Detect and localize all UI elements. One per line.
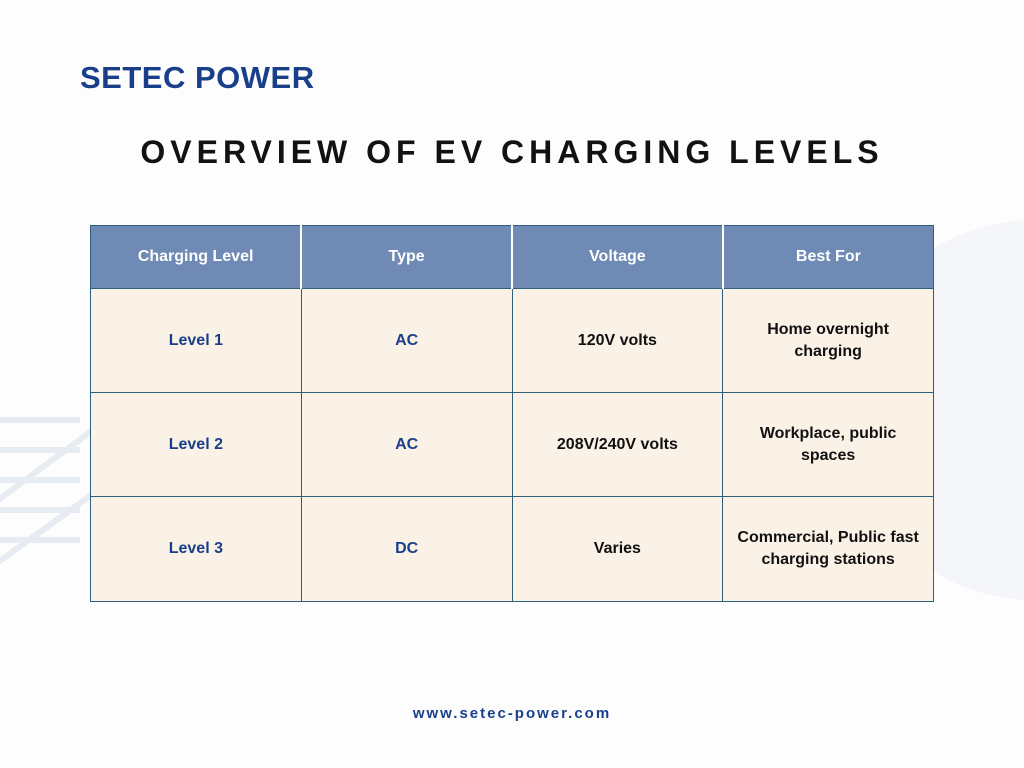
cell-best-for: Commercial, Public fast charging station…: [723, 497, 934, 601]
cell-type: AC: [301, 289, 512, 393]
col-header-type: Type: [301, 226, 512, 289]
cell-type: AC: [301, 393, 512, 497]
cell-voltage: 208V/240V volts: [512, 393, 723, 497]
cell-level: Level 3: [91, 497, 302, 601]
cell-type: DC: [301, 497, 512, 601]
col-header-best-for: Best For: [723, 226, 934, 289]
cell-level: Level 2: [91, 393, 302, 497]
table-row: Level 1 AC 120V volts Home overnight cha…: [91, 289, 934, 393]
cell-voltage: Varies: [512, 497, 723, 601]
page-title: OVERVIEW OF EV CHARGING LEVELS: [80, 134, 944, 171]
charging-levels-table: Charging Level Type Voltage Best For Lev…: [90, 225, 934, 602]
charging-levels-table-wrap: Charging Level Type Voltage Best For Lev…: [90, 225, 934, 602]
cell-level: Level 1: [91, 289, 302, 393]
footer-website-url: www.setec-power.com: [0, 705, 1024, 722]
cell-best-for: Home overnight charging: [723, 289, 934, 393]
brand-logo-text: SETEC POWER: [80, 60, 944, 96]
cell-voltage: 120V volts: [512, 289, 723, 393]
page-container: SETEC POWER OVERVIEW OF EV CHARGING LEVE…: [0, 0, 1024, 768]
table-header-row: Charging Level Type Voltage Best For: [91, 226, 934, 289]
col-header-charging-level: Charging Level: [91, 226, 302, 289]
col-header-voltage: Voltage: [512, 226, 723, 289]
cell-best-for: Workplace, public spaces: [723, 393, 934, 497]
table-row: Level 3 DC Varies Commercial, Public fas…: [91, 497, 934, 601]
table-row: Level 2 AC 208V/240V volts Workplace, pu…: [91, 393, 934, 497]
